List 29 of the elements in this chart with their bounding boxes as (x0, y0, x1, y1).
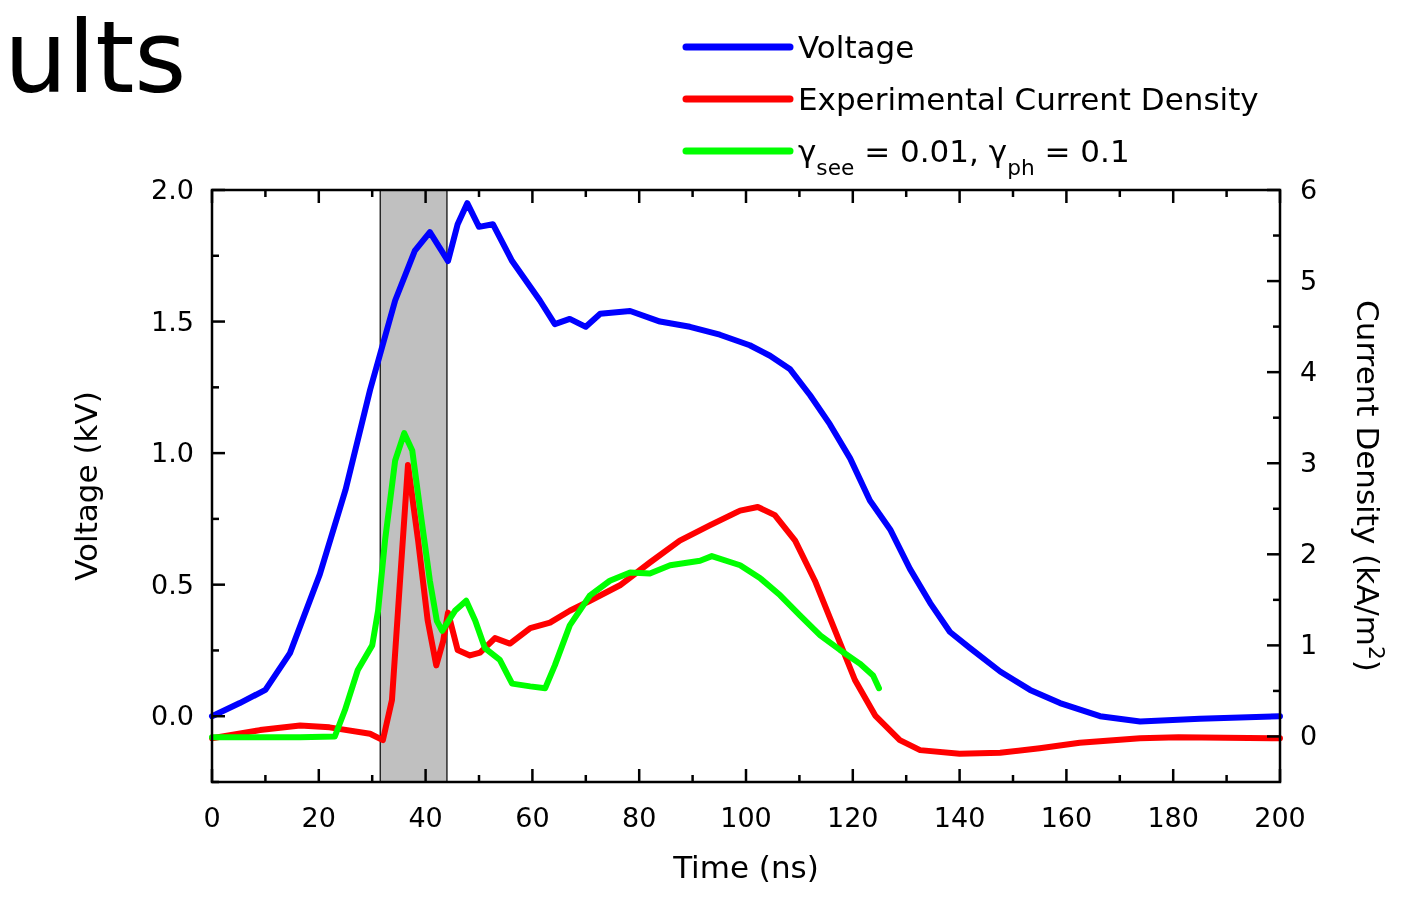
y2-tick-label: 2 (1300, 538, 1318, 570)
y2-tick-label: 5 (1300, 265, 1318, 297)
x-tick-label: 140 (933, 802, 986, 833)
y-tick-label: 2.0 (151, 174, 194, 205)
text: ults (4, 0, 187, 116)
y-tick-label: 0.0 (151, 700, 194, 732)
y-tick-label: 1.5 (151, 305, 194, 337)
x-tick-label: 0 (203, 802, 221, 833)
y2-tick-label: 3 (1300, 447, 1318, 479)
legend-label: Voltage (798, 29, 915, 65)
y-tick-label: 1.0 (151, 437, 194, 469)
x-tick-label: 120 (827, 802, 879, 833)
x-tick-label: 80 (622, 802, 657, 833)
y-axis-title: Voltage (kV) (68, 391, 104, 581)
x-axis-title: Time (ns) (672, 849, 819, 885)
legend-label: γ$_{see}$ = 0.01, γ$_{ph}$ = 0.1 (798, 133, 1130, 180)
x-tick-label: 20 (301, 802, 336, 833)
y2-tick-label: 6 (1300, 174, 1318, 205)
y-tick-label: 0.5 (151, 568, 194, 600)
x-tick-label: 40 (408, 802, 443, 833)
x-tick-label: 200 (1254, 802, 1306, 833)
x-tick-label: 160 (1040, 802, 1093, 833)
x-tick-label: 100 (720, 802, 772, 833)
y2-tick-label: 1 (1300, 629, 1318, 661)
x-tick-label: 60 (515, 802, 550, 833)
legend-label: Experimental Current Density (798, 81, 1259, 117)
x-tick-label: 180 (1147, 802, 1199, 833)
y2-tick-label: 0 (1300, 720, 1318, 752)
y2-tick-label: 4 (1300, 356, 1318, 388)
